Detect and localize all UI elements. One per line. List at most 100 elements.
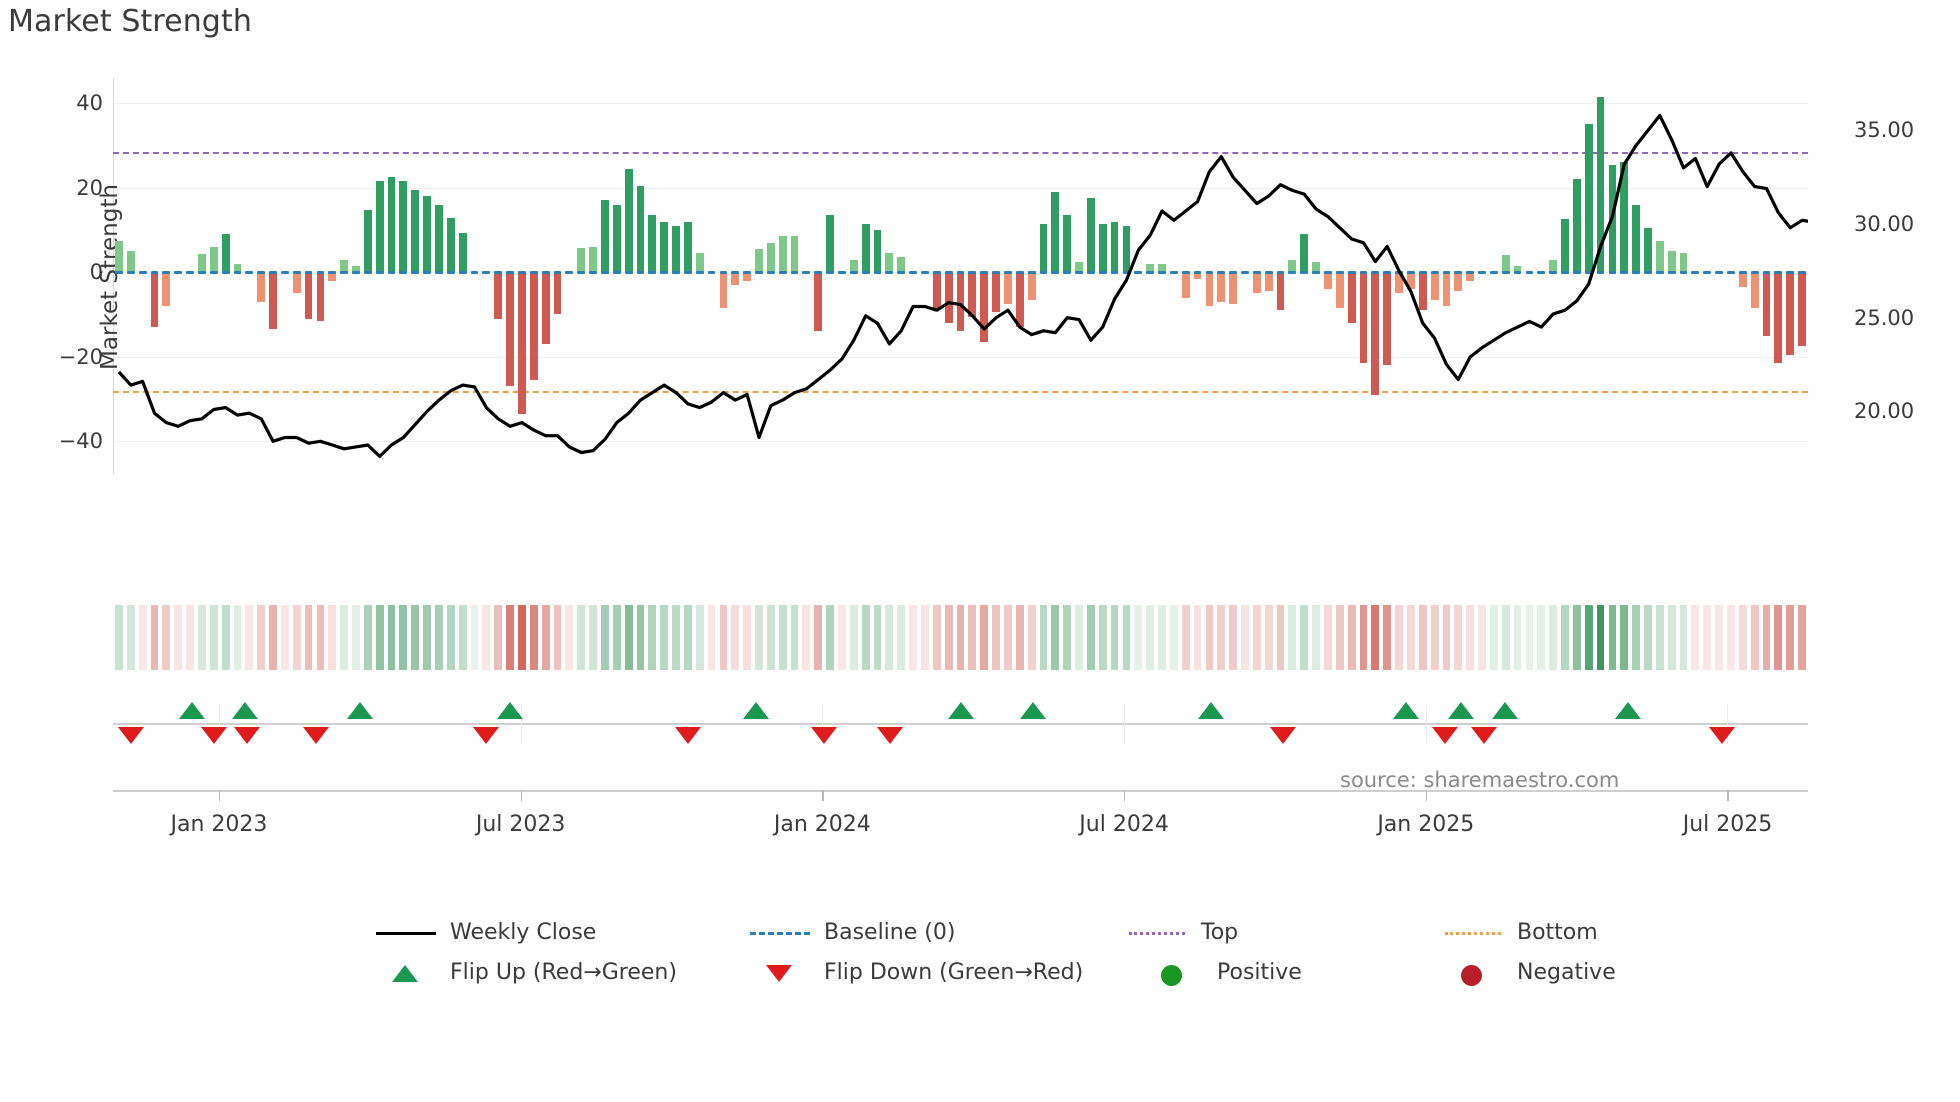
heatmap-cell — [612, 605, 621, 670]
baseline-segment — [1454, 270, 1463, 274]
baseline-segment — [174, 270, 183, 274]
baseline-segment — [529, 270, 538, 274]
legend-item-flip-down[interactable]: Flip Down (Green→Red) — [750, 960, 1083, 985]
heatmap-cell — [340, 605, 349, 670]
legend-item-flip-up[interactable]: Flip Up (Red→Green) — [376, 960, 677, 985]
baseline-segment — [209, 270, 218, 274]
heatmap-cell — [1644, 605, 1652, 670]
heatmap-cell — [778, 605, 787, 670]
legend-label: Flip Up (Red→Green) — [450, 960, 677, 985]
heatmap-cell — [624, 605, 633, 670]
baseline-segment — [470, 270, 479, 274]
x-axis-tick-label: Jul 2025 — [1682, 812, 1773, 837]
bar — [197, 253, 206, 273]
bar — [257, 272, 266, 302]
legend-label: Positive — [1217, 960, 1302, 985]
baseline-segment — [707, 270, 716, 274]
baseline-segment — [577, 270, 586, 274]
baseline-segment — [1715, 270, 1723, 274]
heatmap-cell — [1098, 605, 1107, 670]
legend-label: Weekly Close — [450, 920, 597, 945]
bar — [1110, 221, 1119, 273]
bar — [1644, 227, 1652, 273]
bar — [446, 218, 455, 273]
heatmap-cell — [885, 605, 894, 670]
flip-up-marker — [947, 702, 974, 719]
heatmap-cell — [209, 605, 218, 670]
heatmap-cell — [553, 605, 562, 670]
bar — [150, 272, 159, 328]
x-axis-tick — [520, 790, 523, 801]
heatmap-cell — [1549, 605, 1558, 670]
bar — [885, 253, 894, 273]
baseline-segment — [423, 270, 431, 274]
heatmap-cell — [743, 605, 752, 670]
flip-band-tick — [822, 704, 824, 744]
y-axis-right-tick-label: 25.00 — [1854, 305, 1915, 330]
heatmap-cell — [1288, 605, 1297, 670]
heatmap-cell — [648, 605, 657, 670]
heatmap-cell — [1667, 605, 1676, 670]
weekly-close-line-icon — [376, 923, 436, 943]
baseline-segment — [1466, 270, 1475, 274]
baseline-segment — [1110, 270, 1119, 274]
bar — [1620, 162, 1629, 273]
legend-item-positive[interactable]: Positive — [1143, 960, 1302, 986]
bar — [1750, 272, 1759, 309]
heatmap-cell — [1466, 605, 1475, 670]
baseline-segment — [292, 270, 301, 274]
baseline-segment — [375, 270, 384, 274]
heatmap-cell — [1703, 605, 1712, 670]
legend-item-baseline[interactable]: Baseline (0) — [750, 920, 955, 945]
legend-label: Negative — [1517, 960, 1616, 985]
heatmap-cell — [1371, 605, 1380, 670]
heatmap-cell — [458, 605, 467, 670]
heatmap-cell — [1395, 605, 1403, 670]
baseline-segment — [790, 270, 799, 274]
bar — [518, 272, 526, 414]
heatmap-cell — [814, 605, 823, 670]
bar — [814, 272, 823, 332]
flip-up-marker — [346, 702, 373, 719]
heatmap-cell — [1407, 605, 1415, 670]
bar — [1584, 124, 1593, 273]
bar — [1383, 272, 1392, 366]
baseline-dashed-icon — [750, 923, 810, 943]
legend: Weekly Close Baseline (0) Top Bottom Fli… — [0, 920, 1960, 1000]
heatmap-cell — [660, 605, 669, 670]
baseline-segment — [1774, 270, 1783, 274]
legend-label: Flip Down (Green→Red) — [824, 960, 1084, 985]
legend-item-weekly-close[interactable]: Weekly Close — [376, 920, 596, 945]
baseline-segment — [1217, 270, 1226, 274]
bar — [529, 272, 538, 380]
heatmap-cell — [790, 605, 799, 670]
heatmap-cell — [1632, 605, 1641, 670]
bar — [636, 185, 645, 273]
baseline-segment — [956, 270, 965, 274]
legend-item-top[interactable]: Top — [1127, 920, 1238, 945]
baseline-segment — [541, 270, 550, 274]
heatmap-cell — [897, 605, 906, 670]
heatmap-cell — [1572, 605, 1581, 670]
gridline — [113, 103, 1808, 105]
x-axis-tick-label: Jan 2025 — [1377, 812, 1475, 837]
heatmap-cell — [802, 605, 811, 670]
baseline-segment — [435, 270, 443, 274]
heatmap-cell — [577, 605, 586, 670]
legend-item-bottom[interactable]: Bottom — [1443, 920, 1598, 945]
heatmap-cell — [849, 605, 858, 670]
bar — [1501, 255, 1510, 273]
bar — [304, 272, 313, 319]
bar — [316, 272, 325, 321]
bar — [968, 272, 977, 317]
negative-dot-icon — [1443, 963, 1503, 986]
bar — [648, 215, 657, 273]
heatmap-cell — [1027, 605, 1036, 670]
bar — [1407, 272, 1415, 290]
baseline-segment — [411, 270, 420, 274]
bar — [766, 242, 775, 273]
legend-item-negative[interactable]: Negative — [1443, 960, 1616, 986]
bar — [600, 200, 609, 273]
heatmap-cell — [316, 605, 325, 670]
flip-up-marker — [1491, 702, 1518, 719]
